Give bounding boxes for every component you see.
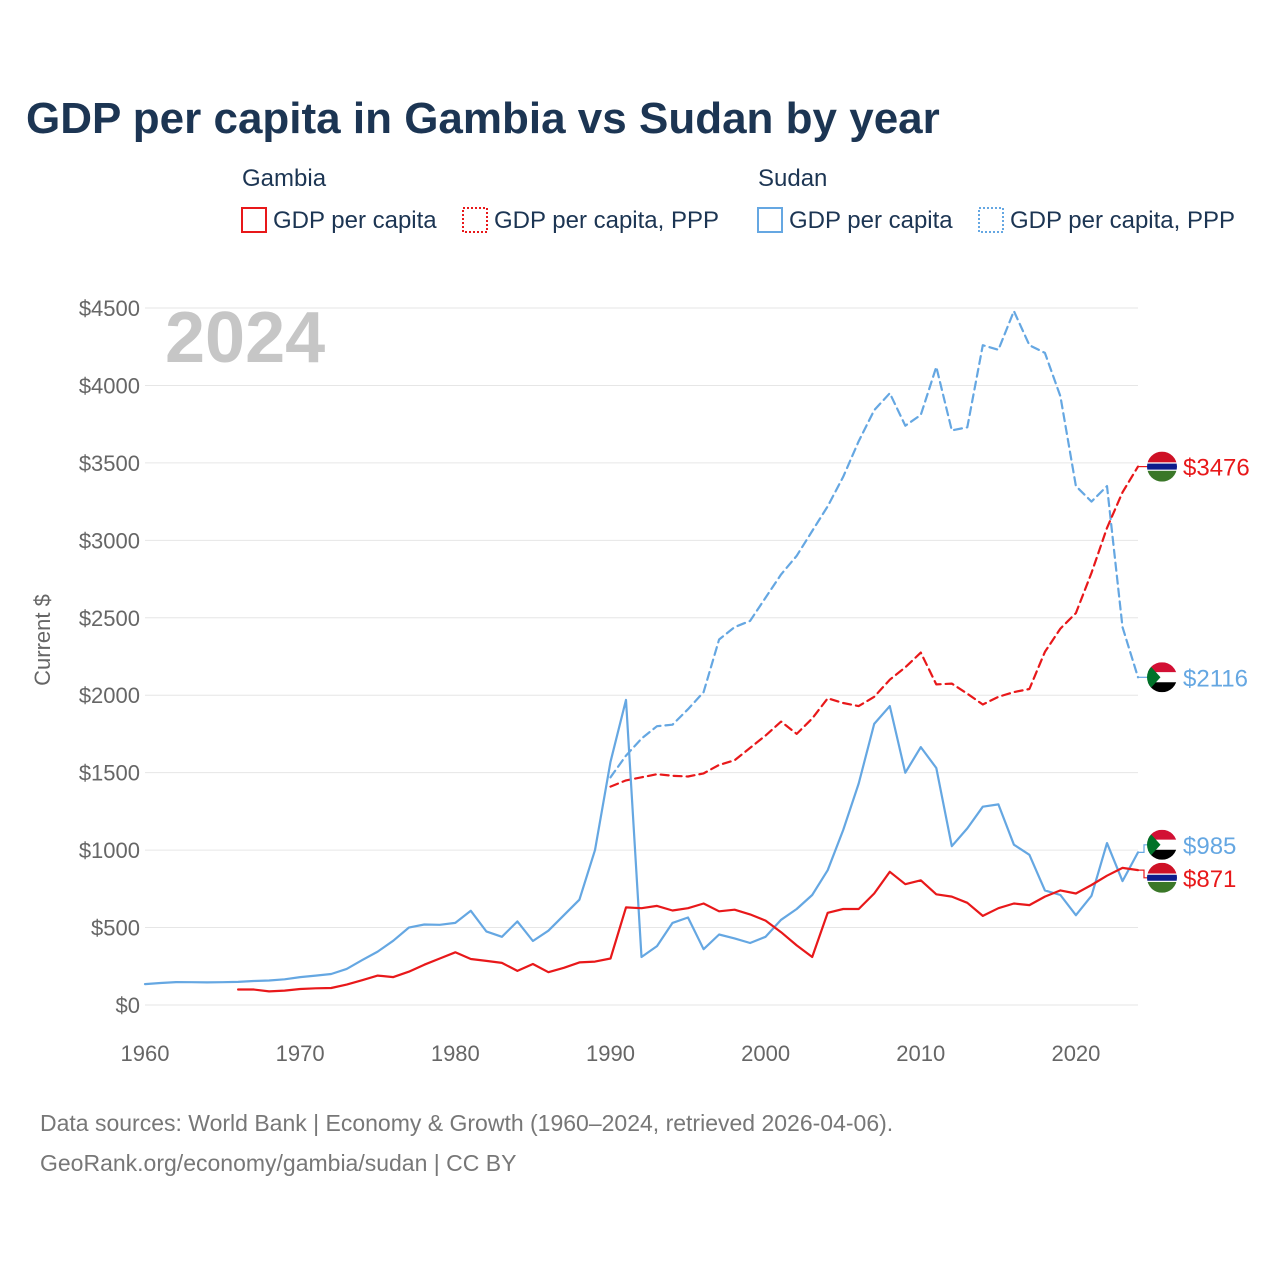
legend-label-sudan_gdp[interactable]: GDP per capita xyxy=(789,207,953,234)
y-tick-label-4500: $4500 xyxy=(79,296,140,321)
legend-group-sudan: Sudan xyxy=(758,165,827,192)
y-tick-label-4000: $4000 xyxy=(79,373,140,398)
grid-lines xyxy=(145,307,1138,1006)
x-tick-label-1980: 1980 xyxy=(431,1041,480,1066)
legend-group-gambia: Gambia xyxy=(242,165,327,192)
y-tick-label-0: $0 xyxy=(116,993,140,1018)
end-label-sudan_gdp: $985 xyxy=(1183,833,1236,860)
sudan-flag-icon xyxy=(1147,829,1177,860)
source-line-2: GeoRank.org/economy/gambia/sudan | CC BY xyxy=(40,1150,516,1176)
source-line-1: Data sources: World Bank | Economy & Gro… xyxy=(40,1110,893,1136)
x-tick-label-1990: 1990 xyxy=(586,1041,635,1066)
legend-label-gambia_gdp[interactable]: GDP per capita xyxy=(273,207,437,234)
leader-line-gambia_gdp xyxy=(1138,869,1147,879)
x-tick-label-2020: 2020 xyxy=(1051,1041,1100,1066)
x-tick-label-1960: 1960 xyxy=(121,1041,170,1066)
y-tick-label-3000: $3000 xyxy=(79,528,140,553)
x-axis-ticks: 1960 1970 1980 1990 2000 2010 2020 xyxy=(121,1041,1101,1066)
x-tick-label-1970: 1970 xyxy=(276,1041,325,1066)
gambia-flag-icon xyxy=(1147,862,1177,893)
year-label: 2024 xyxy=(165,298,325,378)
series-line-sudan_gdp[interactable] xyxy=(143,698,1140,986)
sudan-flag-icon xyxy=(1147,662,1177,693)
series-line-gambia_ppp[interactable] xyxy=(609,465,1140,788)
y-tick-label-2000: $2000 xyxy=(79,683,140,708)
gambia-flag-icon xyxy=(1147,451,1177,482)
legend-swatch-gambia_gdp[interactable] xyxy=(241,207,267,233)
series-line-sudan_ppp[interactable] xyxy=(609,310,1140,779)
chart-title: GDP per capita in Gambia vs Sudan by yea… xyxy=(26,94,940,143)
legend-label-sudan_ppp[interactable]: GDP per capita, PPP xyxy=(1010,207,1235,234)
series-line-gambia_gdp[interactable] xyxy=(237,866,1140,993)
legend-swatch-sudan_ppp[interactable] xyxy=(978,207,1004,233)
y-axis-ticks: $0 $500 $1000 $1500 $2000 $2500 $3000 $3500 $400… xyxy=(79,296,140,1018)
y-axis-title: Current $ xyxy=(30,594,55,686)
y-tick-label-1000: $1000 xyxy=(79,838,140,863)
y-tick-label-2500: $2500 xyxy=(79,606,140,631)
end-markers: $3476 $2116 $985 $871 xyxy=(1138,451,1250,893)
leader-line-sudan_gdp xyxy=(1138,844,1147,853)
x-tick-label-2010: 2010 xyxy=(896,1041,945,1066)
y-tick-label-1500: $1500 xyxy=(79,761,140,786)
legend: Gambia GDP per capita GDP per capita, PPP S… xyxy=(241,165,1235,234)
end-label-sudan_ppp: $2116 xyxy=(1183,665,1248,692)
series-lines xyxy=(143,310,1140,993)
y-tick-label-3500: $3500 xyxy=(79,451,140,476)
x-tick-label-2000: 2000 xyxy=(741,1041,790,1066)
legend-swatch-gambia_ppp[interactable] xyxy=(462,207,488,233)
end-label-gambia_ppp: $3476 xyxy=(1183,455,1250,482)
y-tick-label-500: $500 xyxy=(91,916,140,941)
end-label-gambia_gdp: $871 xyxy=(1183,866,1236,893)
legend-swatch-sudan_gdp[interactable] xyxy=(757,207,783,233)
legend-label-gambia_ppp[interactable]: GDP per capita, PPP xyxy=(494,207,719,234)
